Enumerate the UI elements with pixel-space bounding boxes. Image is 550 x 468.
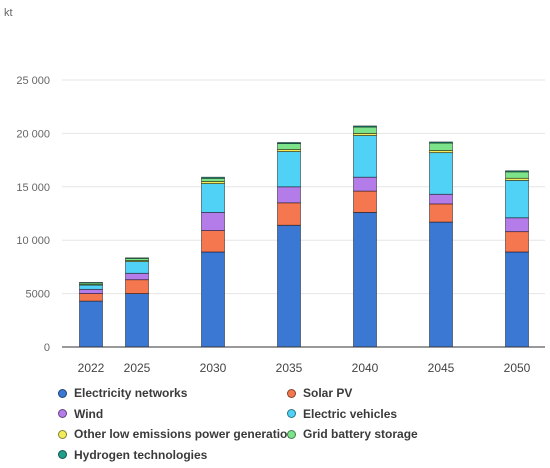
bar-segment (353, 126, 377, 134)
gridlines (62, 79, 545, 295)
legend-label: Hydrogen technologies (74, 447, 208, 462)
bar-segment (429, 203, 453, 223)
y-tick-label: 0 (44, 342, 50, 354)
bar-segment (277, 224, 301, 348)
bar-segment (201, 177, 225, 182)
legend-swatch (287, 409, 296, 418)
bar-segment (429, 142, 453, 151)
legend-item[interactable]: Solar PV (287, 386, 352, 400)
bar-segment (353, 125, 377, 128)
bar-segment (353, 190, 377, 213)
bars (79, 125, 529, 348)
legend-swatch (287, 429, 296, 439)
bar-segment (277, 186, 301, 204)
x-tick-label: 2035 (276, 361, 303, 375)
legend-item[interactable]: Electric vehicles (287, 407, 397, 421)
y-axis-ticks: 0 5000 10 000 15 000 20 000 25 000 (16, 75, 50, 354)
bar-segment (125, 272, 149, 281)
x-tick-label: 2050 (504, 361, 531, 375)
bar-segment (505, 231, 529, 253)
x-tick-label: 2025 (124, 361, 151, 375)
bar-segment (201, 176, 225, 179)
bar-segment (505, 217, 529, 233)
legend-item[interactable]: Hydrogen technologies (58, 448, 207, 462)
bar-segment (201, 230, 225, 253)
legend-label: Electricity networks (74, 386, 188, 400)
y-tick-label: 5000 (26, 289, 50, 301)
legend-label: Grid battery storage (303, 427, 418, 441)
y-tick-label: 10 000 (16, 235, 50, 247)
bar-segment (429, 221, 453, 348)
y-tick-label: 25 000 (16, 75, 50, 87)
bar-segment (79, 300, 103, 348)
x-tick-label: 2040 (352, 361, 379, 375)
legend-label: Wind (74, 406, 104, 421)
bar-segment (505, 171, 529, 179)
legend-item[interactable]: Grid battery storage (287, 427, 418, 441)
y-tick-label: 20 000 (16, 128, 50, 140)
unit-label: kt (4, 7, 13, 19)
bar-segment (429, 141, 453, 144)
legend-swatch (58, 388, 67, 398)
bar-segment (125, 257, 149, 259)
bar-segment (429, 193, 453, 205)
x-tick-label: 2030 (200, 361, 227, 375)
bar-segment (429, 152, 453, 195)
bar-segment (505, 170, 529, 173)
legend-item[interactable]: Electricity networks (58, 386, 187, 400)
bar-segment (505, 251, 529, 348)
bar-segment (201, 251, 225, 348)
bar-segment (505, 179, 529, 219)
bar-segment (277, 142, 301, 144)
bar-segment (125, 279, 149, 295)
bar-segment (79, 288, 103, 295)
legend-swatch (287, 388, 296, 398)
y-tick-label: 15 000 (16, 182, 50, 194)
bar-segment (201, 212, 225, 231)
legend-swatch (58, 429, 67, 439)
bar-segment (201, 183, 225, 213)
legend-label: Solar PV (303, 386, 353, 400)
legend-item[interactable]: Other low emissions power generation (58, 427, 295, 441)
bar-segment (277, 202, 301, 226)
legend-item[interactable]: Wind (58, 407, 103, 421)
bar-segment (353, 176, 377, 192)
bar-segment (125, 261, 149, 274)
legend-swatch (58, 409, 67, 418)
bar-segment (79, 284, 103, 290)
x-tick-label: 2022 (78, 361, 105, 375)
bar-segment (79, 281, 103, 284)
bar-segment (125, 293, 149, 348)
bar-segment (277, 143, 301, 150)
x-axis-ticks: 2022 2025 2030 2035 2040 2045 2050 (78, 361, 531, 375)
bar-segment (79, 293, 103, 302)
x-tick-label: 2045 (428, 361, 455, 375)
bar-segment (353, 212, 377, 348)
bar-segment (277, 151, 301, 188)
legend-swatch (58, 450, 67, 459)
legend-label: Electric vehicles (303, 406, 398, 421)
bar-segment (353, 135, 377, 178)
legend-label: Other low emissions power generation (74, 427, 295, 441)
